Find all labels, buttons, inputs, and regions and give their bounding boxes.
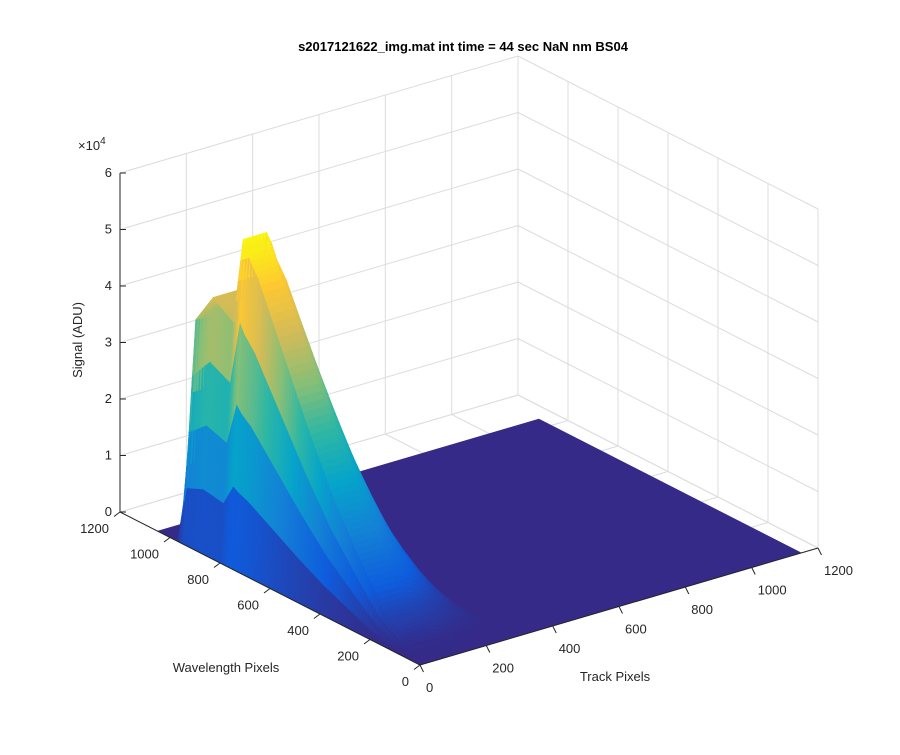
grid-line — [517, 338, 819, 492]
z-tick-label: 0 — [105, 504, 112, 519]
y-tick-label: 0 — [402, 674, 409, 689]
grid-line — [119, 225, 519, 343]
y-tick — [163, 537, 171, 543]
y-tick-label: 600 — [237, 598, 259, 613]
z-tick-label: 5 — [105, 222, 112, 237]
chart-title: s2017121622_img.mat int time = 44 sec Na… — [298, 39, 629, 54]
surface-patch — [473, 623, 482, 628]
y-tick — [113, 511, 121, 517]
y-tick-label: 200 — [337, 649, 359, 664]
surface-patch — [458, 604, 465, 608]
y-tick — [413, 664, 421, 670]
axes — [113, 172, 822, 673]
z-axis-label: Signal (ADU) — [70, 302, 85, 378]
tick-labels: 0200400600800100012000200400600800100012… — [80, 165, 853, 695]
z-tick-label: 3 — [105, 335, 112, 350]
z-tick-label: 4 — [105, 278, 112, 293]
x-tick — [751, 567, 756, 575]
x-axis-label: Track Pixels — [580, 669, 651, 684]
x-tick-label: 1000 — [758, 583, 787, 598]
z-tick-label: 1 — [105, 448, 112, 463]
x-tick-label: 1200 — [824, 563, 853, 578]
x-tick — [485, 645, 491, 653]
grid-line — [517, 281, 819, 436]
x-tick — [684, 586, 690, 595]
z-exponent-value: 4 — [100, 136, 106, 147]
z-tick-label: 6 — [105, 165, 112, 180]
x-tick-label: 0 — [426, 680, 433, 695]
y-tick — [363, 639, 371, 645]
y-tick — [213, 562, 221, 568]
y-tick — [263, 588, 271, 594]
surface-patch — [460, 637, 470, 642]
y-axis-label: Wavelength Pixels — [173, 660, 280, 675]
x-tick-label: 400 — [559, 641, 581, 656]
y-tick — [313, 613, 321, 619]
grid-line — [517, 225, 819, 379]
x-tick — [618, 606, 623, 614]
x-tick — [817, 547, 822, 556]
x-tick-label: 200 — [492, 661, 514, 676]
y-tick-label: 1000 — [130, 547, 159, 562]
x-tick — [419, 664, 424, 673]
grid-line — [517, 168, 819, 323]
grid-line — [517, 112, 819, 266]
grid-line — [119, 55, 519, 174]
y-tick-label: 400 — [287, 623, 309, 638]
grid-line — [119, 112, 519, 230]
grid-line — [517, 55, 819, 210]
surface-patch — [475, 617, 485, 621]
x-tick-label: 600 — [625, 622, 647, 637]
surface-patch — [467, 629, 478, 633]
x-tick — [552, 625, 557, 634]
surface-patch — [465, 632, 475, 636]
grid-line — [119, 168, 519, 287]
surface-patch — [463, 634, 473, 639]
surface-patch — [448, 643, 458, 647]
z-tick-label: 2 — [105, 391, 112, 406]
surface-patch — [475, 621, 485, 625]
z-exponent-label: ×104 — [78, 136, 106, 153]
grid-line — [119, 281, 519, 400]
z-exponent-base: ×10 — [78, 138, 100, 153]
y-tick-label: 800 — [187, 572, 209, 587]
x-tick-label: 800 — [691, 602, 713, 617]
y-tick-label: 1200 — [80, 521, 109, 536]
